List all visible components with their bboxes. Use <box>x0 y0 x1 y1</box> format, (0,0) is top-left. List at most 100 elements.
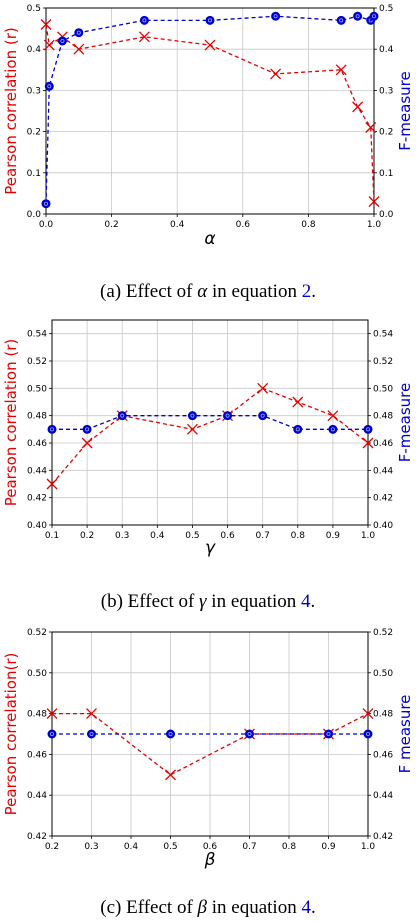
data-point-o-inner <box>295 427 300 432</box>
y-tick-label-left: 0.0 <box>27 210 42 220</box>
data-point-x <box>270 68 282 80</box>
data-point-o-inner <box>50 732 55 737</box>
data-point-o-inner <box>60 38 65 43</box>
x-tick-label: 0.3 <box>84 842 98 852</box>
x-tick-label: 0.2 <box>80 531 94 541</box>
data-point-x <box>365 122 377 133</box>
x-tick-label: 0.3 <box>115 531 129 541</box>
x-tick-label: 0.9 <box>321 842 336 852</box>
caption-prefix: (b) Effect of <box>101 591 199 612</box>
caption-suffix: . <box>311 897 316 918</box>
y-tick-label-right: 0.3 <box>379 86 393 96</box>
data-point-x <box>81 437 93 449</box>
data-point-o <box>258 411 268 421</box>
caption: (a) Effect of α in equation 2. <box>100 281 316 302</box>
x-tick-label: 0.0 <box>39 220 54 230</box>
y-tick-label-left: 0.50 <box>27 669 47 679</box>
x-axis-label: γ <box>205 538 216 558</box>
y-tick-label-right: 0.5 <box>379 4 393 14</box>
caption-symbol: β <box>197 897 208 918</box>
data-point-x <box>165 769 176 781</box>
plot-frame <box>45 7 375 215</box>
data-point-o-inner <box>273 14 278 19</box>
x-tick-label: 0.8 <box>291 531 306 541</box>
x-tick-label: 0.8 <box>282 842 297 852</box>
y-tick-label-left: 0.40 <box>27 521 47 531</box>
series-f-measure <box>47 411 373 434</box>
y-tick-label-left: 0.48 <box>27 412 47 422</box>
data-point-o <box>324 729 333 739</box>
y-tick-label-left: 0.52 <box>27 628 47 638</box>
data-point-o <box>223 411 233 421</box>
grid <box>51 320 369 526</box>
y-axis-label-right: F measure <box>396 695 414 774</box>
x-tick-label: 0.5 <box>185 531 199 541</box>
y-tick-label-right: 0.4 <box>379 45 394 55</box>
data-point-o-inner <box>326 732 331 737</box>
data-point-o-inner <box>339 18 344 23</box>
x-tick-label: 0.6 <box>203 842 218 852</box>
data-point-x <box>46 708 58 720</box>
data-point-x <box>46 478 58 490</box>
y-tick-label-right: 0.42 <box>373 494 393 504</box>
x-tick-label: 0.8 <box>301 220 316 230</box>
y-tick-label-right: 0.2 <box>379 128 393 138</box>
y-tick-label-right: 0.50 <box>373 669 393 679</box>
y-tick-label-right: 0.0 <box>379 210 394 220</box>
series-line <box>52 712 369 776</box>
y-tick-label-right: 0.42 <box>373 832 393 842</box>
data-point-o-inner <box>89 732 94 737</box>
data-point-o <box>74 28 84 38</box>
x-tick-label: 1.0 <box>361 531 376 541</box>
y-tick-label-left: 0.1 <box>27 169 41 179</box>
data-point-o-inner <box>247 732 252 737</box>
data-point-x <box>40 19 52 30</box>
plot-frame <box>51 319 369 526</box>
y-axis-label-left: Pearson correlation (r) <box>2 27 20 195</box>
data-point-o-inner <box>365 732 370 737</box>
caption-middle: in equation <box>207 591 301 612</box>
x-tick-label: 0.5 <box>163 842 177 852</box>
data-point-x <box>73 43 85 55</box>
caption-suffix: . <box>311 591 316 612</box>
series-line <box>45 24 375 202</box>
x-tick-label: 0.6 <box>236 220 251 230</box>
series-line <box>52 415 368 430</box>
data-point-o-inner <box>190 413 195 418</box>
data-point-o-inner <box>260 413 265 418</box>
y-tick-label-left: 0.46 <box>27 439 47 449</box>
data-point-x <box>368 196 380 208</box>
series-line <box>51 387 369 485</box>
data-point-o-inner <box>365 427 370 432</box>
data-point-o-inner <box>371 14 376 19</box>
caption-middle: in equation <box>207 897 301 918</box>
y-tick-label-left: 0.52 <box>27 357 47 367</box>
data-point-o-inner <box>76 30 81 35</box>
data-point-o <box>44 81 54 91</box>
y-axis-label-right: F-measure <box>396 71 414 150</box>
x-tick-label: 0.2 <box>104 220 118 230</box>
data-point-o <box>245 729 254 739</box>
data-point-o-inner <box>44 201 49 206</box>
data-point-o <box>166 729 175 739</box>
caption-equation-ref: 4 <box>301 591 311 612</box>
y-tick-label-left: 0.42 <box>27 832 47 842</box>
x-tick-label: 1.0 <box>367 220 382 230</box>
y-tick-label-left: 0.46 <box>27 750 47 760</box>
data-point-o-inner <box>330 427 335 432</box>
data-point-o <box>47 729 57 739</box>
data-point-o <box>139 15 149 25</box>
x-tick-label: 0.4 <box>170 220 185 230</box>
caption: (c) Effect of β in equation 4. <box>100 897 315 918</box>
data-point-o <box>271 11 281 21</box>
caption-middle: in equation <box>207 281 301 302</box>
x-axis-label: β <box>204 850 216 870</box>
y-tick-label-right: 0.46 <box>373 439 393 449</box>
data-point-o-inner <box>207 18 212 23</box>
y-tick-label-left: 0.48 <box>27 710 47 720</box>
y-tick-label-left: 0.54 <box>27 330 47 340</box>
y-axis-label-right: F-measure <box>396 383 414 462</box>
y-tick-label-right: 0.1 <box>379 169 393 179</box>
y-tick-label-left: 0.2 <box>27 128 41 138</box>
data-point-o <box>369 11 379 21</box>
